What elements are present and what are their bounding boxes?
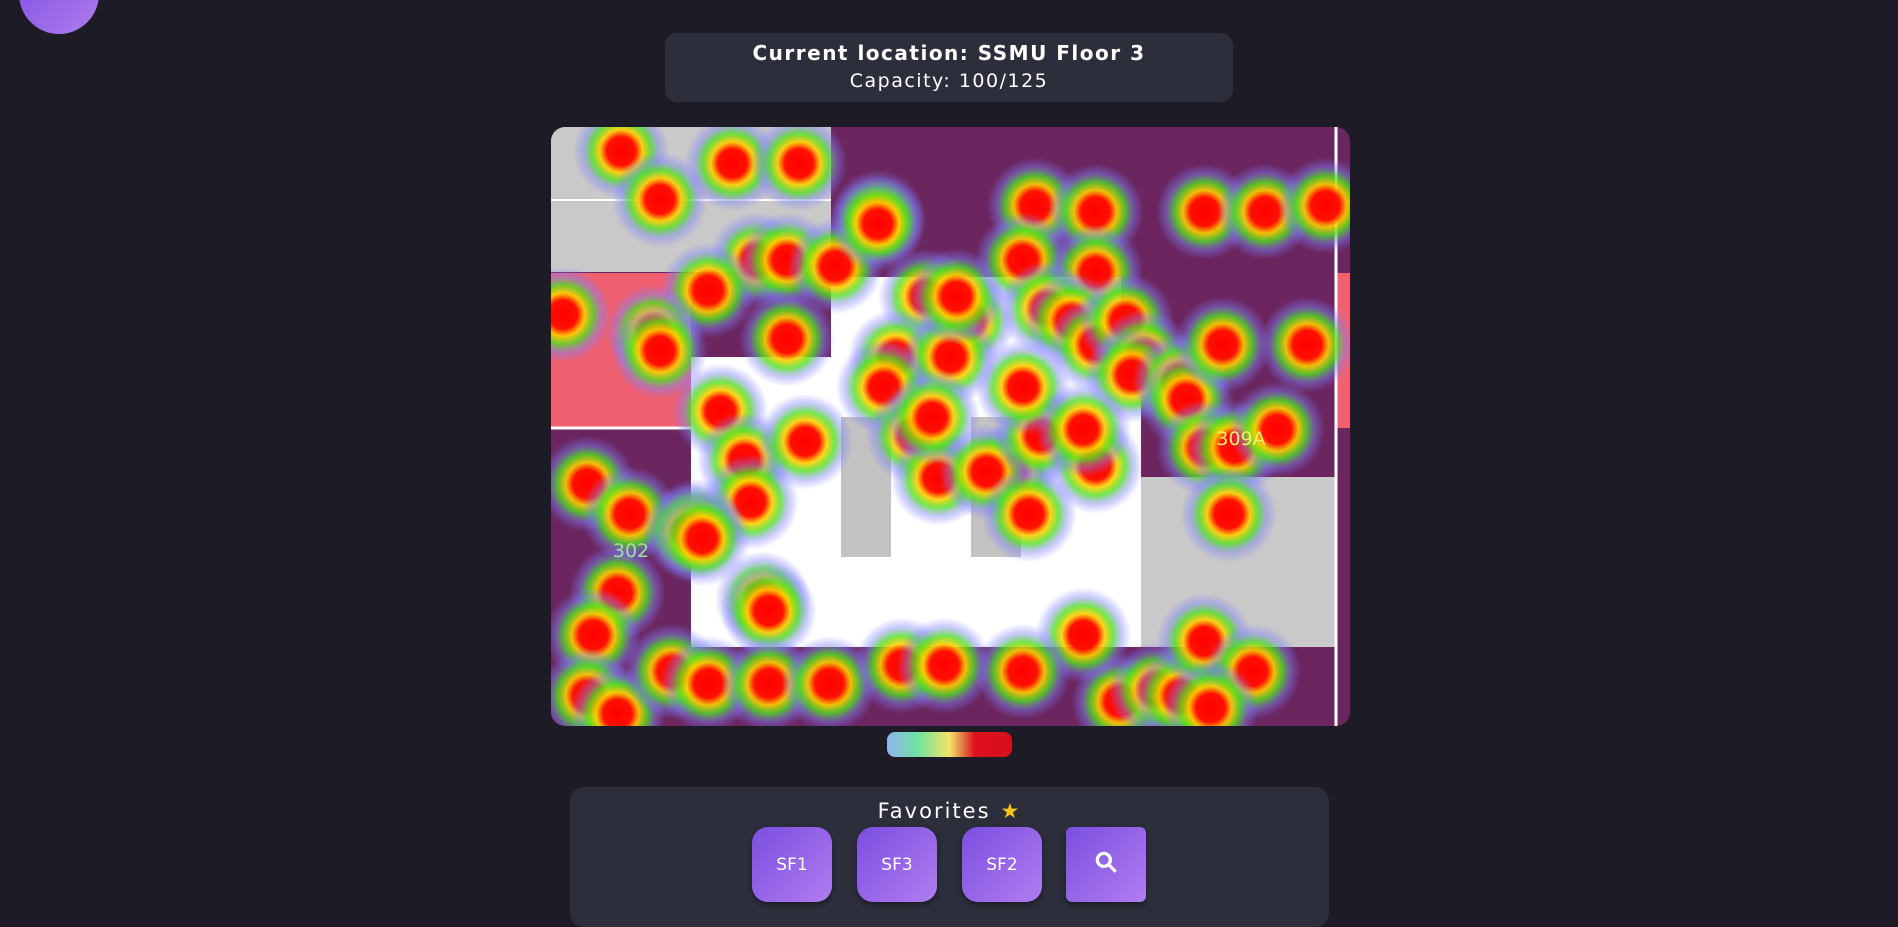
floor-plan: 302 309A	[551, 127, 1350, 726]
heat-spot	[980, 466, 1077, 563]
favorites-panel: Favorites ★ SF1 SF3 SF2	[570, 787, 1329, 927]
heat-spot	[1035, 381, 1132, 478]
favorite-button[interactable]: SF2	[962, 827, 1042, 902]
heat-spot	[654, 490, 751, 587]
favorite-button[interactable]: SF1	[752, 827, 832, 902]
location-header: Current location: SSMU Floor 3 Capacity:…	[665, 33, 1233, 102]
heatmap: 302 309A	[551, 127, 1350, 726]
heat-spot	[974, 623, 1071, 720]
heat-spot	[1180, 466, 1277, 563]
menu-button[interactable]	[19, 0, 99, 34]
location-title: Current location: SSMU Floor 3	[752, 41, 1146, 65]
search-icon	[1095, 851, 1117, 873]
heat-spot	[1174, 296, 1271, 393]
heat-spot	[1259, 296, 1350, 393]
heat-spot	[1229, 381, 1325, 478]
room-label: 302	[613, 540, 649, 562]
favorites-title: Favorites ★	[570, 799, 1329, 823]
capacity: Capacity: 100/125	[849, 70, 1049, 92]
heat-spot	[1277, 157, 1350, 254]
star-icon: ★	[1000, 799, 1022, 823]
heat-spot	[720, 563, 817, 659]
heat-spot	[551, 266, 612, 363]
heat-spot	[896, 617, 993, 714]
search-button[interactable]	[1066, 827, 1146, 902]
favorites-label: Favorites	[877, 799, 991, 823]
heat-spot	[751, 127, 848, 212]
favorite-button[interactable]: SF3	[857, 827, 937, 902]
heat-spot	[781, 635, 878, 726]
room-label: 309A	[1216, 428, 1265, 450]
heat-spot	[829, 175, 926, 272]
heat-layer	[551, 127, 1350, 726]
heat-spot	[738, 290, 835, 387]
heat-spot	[611, 151, 708, 248]
heat-spot	[611, 302, 708, 399]
heat-legend	[887, 732, 1012, 757]
heat-spot	[1162, 659, 1259, 726]
